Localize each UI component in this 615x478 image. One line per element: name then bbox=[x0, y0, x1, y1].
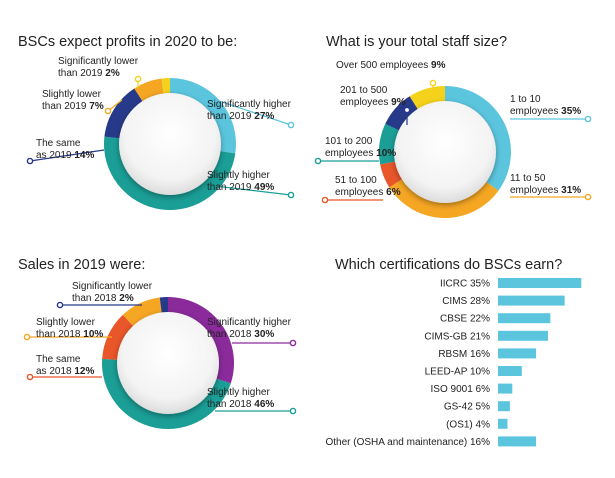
bar bbox=[498, 401, 510, 412]
slice-value: 49% bbox=[252, 182, 275, 193]
chart-title: What is your total staff size? bbox=[326, 34, 507, 50]
donut-slice bbox=[122, 297, 163, 330]
leader-dot bbox=[26, 373, 34, 381]
leader-line bbox=[29, 149, 105, 162]
slice-value: 10% bbox=[373, 148, 396, 159]
donut-hole bbox=[119, 93, 221, 195]
slice-label: Significantly higher than 2019 27% bbox=[207, 99, 292, 122]
slice-label: Significantly lower than 2018 2% bbox=[72, 281, 153, 304]
slice-label: The same as 2019 14% bbox=[36, 138, 94, 161]
slice-label: Slightly lower than 2018 10% bbox=[36, 317, 103, 340]
slice-label: Significantly lower than 2019 2% bbox=[58, 56, 139, 79]
leader-line bbox=[214, 185, 292, 196]
bar bbox=[498, 383, 513, 394]
slice-value: 14% bbox=[72, 150, 95, 161]
slice-label: Significantly higher than 2018 30% bbox=[207, 317, 292, 340]
slice-value: 46% bbox=[252, 399, 275, 410]
donut-slice bbox=[104, 88, 146, 139]
leader-line bbox=[209, 97, 292, 126]
leader-dot bbox=[104, 107, 112, 115]
bar-label: CIMS 28% bbox=[442, 296, 490, 307]
donut-slice bbox=[385, 96, 421, 133]
profits-2020-chart: BSCs expect profits in 2020 to be: Signif… bbox=[18, 34, 295, 211]
slice-value: 2% bbox=[117, 293, 134, 304]
bar-label: LEED-AP 10% bbox=[425, 367, 491, 378]
leader-dot bbox=[289, 339, 297, 347]
slice-label: Slightly higher than 2019 49% bbox=[207, 170, 274, 193]
slice-value: 30% bbox=[252, 329, 275, 340]
slice-value: 9% bbox=[428, 60, 445, 71]
slice-value: 7% bbox=[87, 101, 104, 112]
slice-value: 31% bbox=[558, 185, 581, 196]
leader-dot bbox=[403, 106, 411, 114]
sales-2019-chart: Sales in 2019 were: Significantly higher t… bbox=[18, 257, 297, 430]
bar-label: Other (OSHA and maintenance) 16% bbox=[325, 437, 490, 448]
bar bbox=[498, 418, 508, 429]
bar bbox=[498, 436, 537, 447]
leader-dot bbox=[584, 115, 592, 123]
slice-label: 101 to 200 employees 10% bbox=[325, 136, 396, 159]
bar-label: ISO 9001 6% bbox=[431, 384, 491, 395]
bar bbox=[498, 366, 522, 376]
staff-size-chart: What is your total staff size? 1 to 10 emp… bbox=[314, 34, 592, 218]
donut-hole bbox=[117, 312, 219, 414]
slice-label: The same as 2018 12% bbox=[36, 354, 94, 377]
chart-title: BSCs expect profits in 2020 to be: bbox=[18, 34, 237, 50]
slice-value: 35% bbox=[558, 106, 581, 117]
leader-dot bbox=[287, 121, 295, 129]
certifications-chart: Which certifications do BSCs earn? IICRC … bbox=[325, 257, 582, 448]
bar bbox=[498, 330, 548, 341]
slice-value: 6% bbox=[383, 187, 400, 198]
bar-label: GS-42 5% bbox=[444, 402, 490, 413]
leader-dot bbox=[314, 157, 322, 165]
donut-slice bbox=[104, 136, 236, 211]
donut-slice bbox=[445, 86, 511, 191]
slice-label: 201 to 500 employees 9% bbox=[340, 85, 406, 108]
slice-label: Slightly higher than 2018 46% bbox=[207, 387, 274, 410]
slice-value: 27% bbox=[252, 111, 275, 122]
bar-label: (OS1) 4% bbox=[446, 419, 490, 430]
bar bbox=[498, 278, 582, 288]
bar bbox=[498, 348, 537, 359]
leader-dot bbox=[584, 193, 592, 201]
chart-title: Sales in 2019 were: bbox=[18, 257, 145, 273]
leader-dot bbox=[429, 79, 437, 87]
slice-label: Over 500 employees 9% bbox=[336, 60, 446, 71]
slice-value: 12% bbox=[72, 366, 95, 377]
leader-dot bbox=[23, 333, 31, 341]
leader-dot bbox=[287, 191, 295, 199]
leader-dot bbox=[134, 75, 142, 83]
donut-slice bbox=[389, 176, 499, 218]
bar-label: RBSM 16% bbox=[438, 349, 490, 360]
bar bbox=[498, 295, 565, 306]
slice-label: Slightly lower than 2019 7% bbox=[42, 89, 104, 112]
leader-dot bbox=[321, 196, 329, 204]
leader-dot bbox=[56, 301, 64, 309]
donut-slice bbox=[102, 314, 137, 361]
slice-value: 10% bbox=[81, 329, 104, 340]
slice-value: 2% bbox=[103, 68, 120, 79]
leader-dot bbox=[26, 157, 34, 165]
chart-title: Which certifications do BSCs earn? bbox=[335, 257, 562, 273]
slice-value: 9% bbox=[388, 97, 405, 108]
slice-label: 1 to 10 employees 35% bbox=[510, 94, 581, 117]
donut-slice bbox=[101, 358, 231, 430]
bar-label: IICRC 35% bbox=[440, 279, 490, 290]
leader-dot bbox=[289, 407, 297, 415]
slice-label: 11 to 50 employees 31% bbox=[510, 173, 581, 196]
donut-hole bbox=[394, 101, 496, 203]
bar-label: CIMS-GB 21% bbox=[424, 331, 490, 342]
bar-label: CBSE 22% bbox=[440, 314, 490, 325]
slice-label: 51 to 100 employees 6% bbox=[335, 175, 401, 198]
bar bbox=[498, 313, 551, 324]
